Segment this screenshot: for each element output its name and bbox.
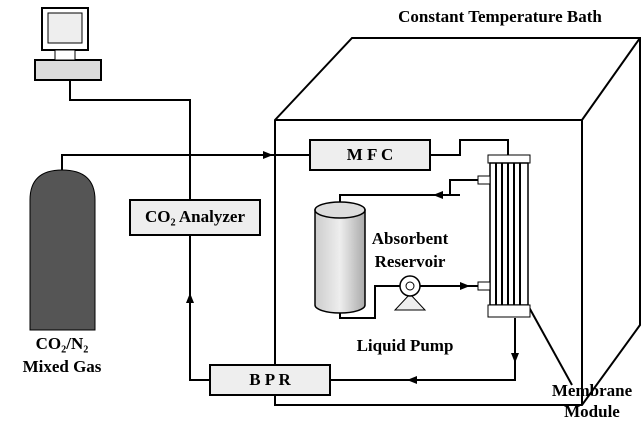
gas-label: CO₂/N₂	[36, 334, 89, 353]
membrane-label: Module	[564, 402, 620, 421]
membrane-label: Membrane	[552, 381, 633, 400]
leader-line	[524, 299, 573, 386]
gas-cylinder	[29, 169, 96, 331]
return-line	[339, 179, 485, 205]
title: Constant Temperature Bath	[398, 7, 602, 26]
reservoir-label: Reservoir	[375, 252, 446, 271]
mfc-label: M F C	[347, 145, 394, 164]
analyzer-box	[129, 199, 261, 236]
signal-line	[69, 80, 191, 200]
bath-cube	[274, 37, 641, 406]
bpr-label: B P R	[249, 370, 291, 389]
gas-return-line	[189, 235, 210, 381]
pump	[393, 275, 427, 311]
membrane-module	[477, 154, 531, 318]
pump-label: Liquid Pump	[357, 336, 454, 355]
bpr-box	[209, 364, 331, 396]
mfc-box	[309, 139, 431, 171]
gas-label: Mixed Gas	[23, 357, 102, 376]
computer	[34, 7, 102, 81]
pump-in-line	[339, 285, 400, 319]
analyzer-label: CO₂ Analyzer	[145, 207, 245, 226]
feed-line	[61, 154, 310, 175]
mfc-line	[430, 139, 512, 165]
reservoir	[314, 201, 366, 314]
reservoir-label: Absorbent	[372, 229, 449, 248]
